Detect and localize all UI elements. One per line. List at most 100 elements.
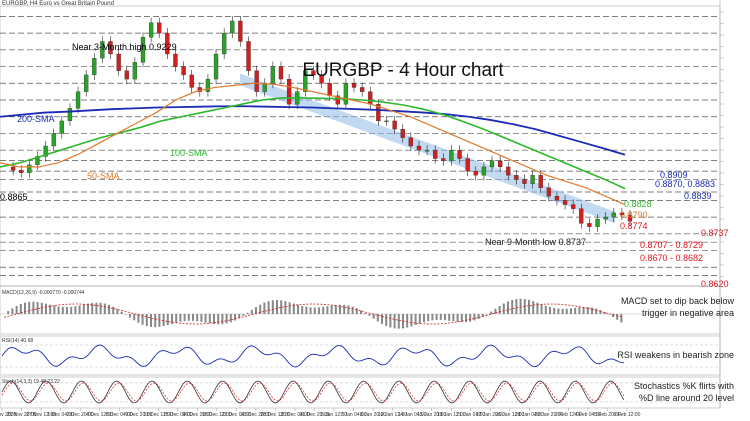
candle-body: [416, 145, 422, 151]
x-tick-label: 28 Jan 04:00: [515, 412, 544, 418]
candle-body: [157, 22, 162, 34]
x-tick-label: 9 Dec 20:00: [125, 412, 152, 418]
candle-body: [262, 83, 267, 92]
candle-body: [351, 83, 357, 88]
x-tick-label: 27 Nov 12:00: [26, 412, 56, 418]
candle-body: [132, 62, 138, 80]
candle-body: [116, 53, 121, 71]
candle-body: [327, 83, 332, 96]
candle-body: [465, 158, 470, 172]
candle-body: [611, 212, 616, 218]
candle-body: [197, 87, 202, 92]
x-tick-label: 7 Jan 04:00: [340, 412, 366, 418]
candle-body: [27, 164, 32, 173]
x-tick-label: 30 Dec 04:00: [280, 412, 310, 418]
x-tick-label: 15 Dec 04:00: [163, 412, 193, 418]
candle-body: [238, 20, 243, 42]
level-label: 0.8707 - 0.8729: [640, 240, 703, 250]
level-label: 0.8620: [701, 279, 729, 289]
candle-body: [75, 91, 81, 109]
stoch-panel-frame: [0, 376, 721, 409]
candle-body: [108, 41, 113, 55]
x-tick-label: 29 Jan 20:00: [534, 412, 563, 418]
candle-body: [43, 145, 48, 157]
x-tick-label: 9 Feb 12:00: [614, 412, 641, 418]
x-tick-label: 28 Dec 12:00: [261, 412, 291, 418]
x-tick-label: 15 Jan 20:00: [417, 412, 446, 418]
candle-body: [595, 219, 600, 227]
candle-body: [376, 104, 381, 122]
candle-body: [92, 58, 97, 76]
x-tick-label: 14 Jan 04:00: [398, 412, 427, 418]
x-tick-label: 24 Nov 2020: [0, 412, 16, 418]
candle-body: [359, 87, 365, 92]
x-tick-label: 16 Dec 20:00: [182, 412, 212, 418]
candle-body: [538, 175, 543, 188]
candle-body: [140, 37, 146, 63]
x-tick-label: 21 Jan 04:00: [456, 412, 485, 418]
candle-body: [579, 208, 584, 224]
sma-100-label: 100-SMA: [170, 148, 208, 158]
level-label: 0.8737: [701, 228, 729, 238]
level-label: 0.8909: [660, 170, 688, 180]
x-tick-label: 4 Feb 04:00: [575, 412, 602, 418]
candle-body: [554, 196, 560, 201]
candle-body: [311, 70, 316, 76]
ichimoku-cloud: [240, 73, 615, 224]
candle-body: [603, 216, 608, 220]
candle-body: [571, 204, 576, 209]
candle-body: [286, 78, 292, 105]
x-tick-label: 19 Jan 12:00: [437, 412, 466, 418]
x-tick-label: 25 Nov 20:00: [7, 412, 37, 418]
chart-header: EURGBP, H4 Euro vs Great Britain Pound: [2, 1, 114, 7]
sma-50-line: [0, 82, 626, 206]
candle-body: [530, 175, 535, 184]
x-tick-label: 2 Dec 20:00: [67, 412, 94, 418]
x-tick-label: 22 Jan 20:00: [476, 412, 505, 418]
candle-body: [489, 160, 495, 168]
candle-body: [319, 74, 324, 84]
x-tick-label: 26 Jan 12:00: [495, 412, 524, 418]
x-tick-label: 8 Jan 20:00: [360, 412, 386, 418]
x-tick-label: 12 Jan 12:00: [378, 412, 407, 418]
macd-note-line1: MACD set to dip back below: [621, 296, 735, 306]
candle-body: [148, 22, 154, 38]
level-label: 0.8828: [624, 199, 652, 209]
candle-body: [173, 53, 178, 67]
candle-body: [335, 95, 340, 105]
level-label: Near 3-Month high 0.9229: [72, 42, 177, 52]
macd-note-line2: trigger in negative area: [642, 308, 734, 318]
x-tick-label: 4 Dec 12:00: [86, 412, 113, 418]
candle-body: [392, 120, 397, 130]
candle-body: [303, 70, 308, 92]
rsi-panel-frame: [0, 335, 721, 376]
candle-body: [189, 74, 194, 88]
stoch-note-line2: %D line around 20 level: [639, 393, 734, 403]
x-tick-label: 5 Feb 20:00: [594, 412, 621, 418]
candle-body: [619, 212, 625, 216]
candle-body: [59, 120, 64, 134]
candle-body: [270, 66, 276, 84]
sma-200-line: [0, 105, 626, 156]
candle-body: [222, 32, 227, 55]
x-tick-label: 31 Dec 20:00: [300, 412, 330, 418]
stoch-note-line1: Stochastics %K flirts with: [634, 381, 734, 391]
candle-body: [506, 166, 511, 176]
x-tick-label: 18 Dec 12:00: [202, 412, 232, 418]
stoch-k-line: [1, 380, 625, 404]
candle-body: [246, 41, 251, 71]
candle-body: [213, 53, 219, 80]
x-tick-label: 23 Dec 20:00: [241, 412, 271, 418]
candle-body: [35, 156, 40, 165]
x-tick-label: 22 Dec 04:00: [222, 412, 252, 418]
candle-body: [433, 150, 438, 159]
x-tick-label: 11 Dec 12:00: [144, 412, 174, 418]
candle-body: [100, 41, 105, 59]
sma-50-label: 50-SMA: [87, 171, 120, 181]
candle-body: [546, 187, 551, 197]
x-tick-label: 5 Jan 12:00: [321, 412, 347, 418]
chart-title: EURGBP - 4 Hour chart: [302, 60, 504, 81]
level-label: 0.8865: [0, 192, 28, 202]
